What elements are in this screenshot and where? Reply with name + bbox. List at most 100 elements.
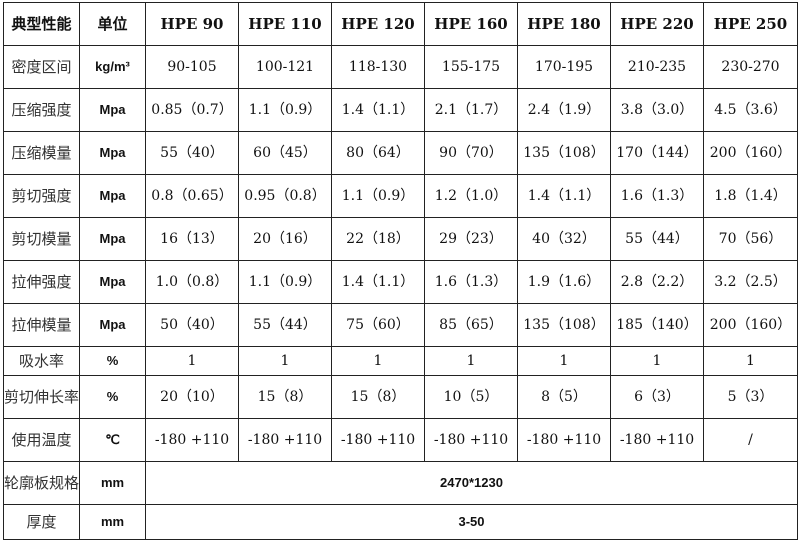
table-row: 轮廓板规格 mm 2470*1230 bbox=[3, 461, 798, 505]
value-cell: 1 bbox=[145, 346, 239, 376]
value-cell: 16（13） bbox=[145, 217, 239, 261]
header-property: 典型性能 bbox=[3, 2, 80, 46]
value-cell: 1.1（0.9） bbox=[238, 260, 332, 304]
unit-cell: ℃ bbox=[79, 418, 146, 462]
value-cell: 210-235 bbox=[610, 45, 704, 89]
unit-cell: kg/m³ bbox=[79, 45, 146, 89]
value-cell: 50（40） bbox=[145, 303, 239, 347]
value-cell: 118-130 bbox=[331, 45, 425, 89]
properties-table: 典型性能 单位 HPE 90 HPE 110 HPE 120 HPE 160 HPE 180… bbox=[3, 2, 798, 540]
table-row: 剪切伸长率% 20（10） 15（8） 15（8） 10（5） 8（5） 6（3） 5（3） bbox=[3, 375, 798, 419]
unit-cell: mm bbox=[79, 461, 146, 505]
value-cell: 2.1（1.7） bbox=[424, 88, 518, 132]
unit-cell: % bbox=[79, 346, 146, 376]
property-name: 密度区间 bbox=[3, 45, 80, 89]
value-cell: 2.8（2.2） bbox=[610, 260, 704, 304]
value-cell: 90-105 bbox=[145, 45, 239, 89]
table-row: 密度区间 kg/m³ 90-105 100-121 118-130 155-175 170-… bbox=[3, 45, 798, 89]
property-name: 压缩强度 bbox=[3, 88, 80, 132]
value-cell: -180 +110 bbox=[424, 418, 518, 462]
value-cell: 15（8） bbox=[238, 375, 332, 419]
property-name: 轮廓板规格 bbox=[3, 461, 80, 505]
table-row: 剪切模量 Mpa 16（13） 20（16） 22（18） 29（23） 40（32） 55（… bbox=[3, 217, 798, 261]
value-cell: 90（70） bbox=[424, 131, 518, 175]
property-name: 剪切模量 bbox=[3, 217, 80, 261]
property-name: 厚度 bbox=[3, 504, 80, 540]
header-model: HPE 120 bbox=[331, 2, 425, 46]
value-cell: 1 bbox=[238, 346, 332, 376]
value-cell: 55（44） bbox=[610, 217, 704, 261]
header-model: HPE 90 bbox=[145, 2, 239, 46]
header-unit: 单位 bbox=[79, 2, 146, 46]
value-cell: 22（18） bbox=[331, 217, 425, 261]
header-model: HPE 250 bbox=[703, 2, 798, 46]
table-row: 厚度 mm 3-50 bbox=[3, 504, 798, 540]
table-row: 压缩强度 Mpa 0.85（0.7） 1.1（0.9） 1.4（1.1） 2.1（1.7）… bbox=[3, 88, 798, 132]
value-cell: 1.1（0.9） bbox=[238, 88, 332, 132]
value-cell: 1 bbox=[331, 346, 425, 376]
header-model: HPE 110 bbox=[238, 2, 332, 46]
value-cell: 200（160） bbox=[703, 303, 798, 347]
value-cell: 100-121 bbox=[238, 45, 332, 89]
value-cell: 170（144） bbox=[610, 131, 704, 175]
value-cell: 230-270 bbox=[703, 45, 798, 89]
value-cell: 1.6（1.3） bbox=[424, 260, 518, 304]
value-cell: 135（108） bbox=[517, 303, 611, 347]
unit-cell: Mpa bbox=[79, 131, 146, 175]
merged-value-cell: 3-50 bbox=[145, 504, 798, 540]
value-cell: 1 bbox=[517, 346, 611, 376]
header-model: HPE 180 bbox=[517, 2, 611, 46]
value-cell: 1.0（0.8） bbox=[145, 260, 239, 304]
value-cell: 1.1（0.9） bbox=[331, 174, 425, 218]
value-cell: -180 +110 bbox=[145, 418, 239, 462]
value-cell: 8（5） bbox=[517, 375, 611, 419]
value-cell: 170-195 bbox=[517, 45, 611, 89]
unit-cell: % bbox=[79, 375, 146, 419]
unit-cell: Mpa bbox=[79, 217, 146, 261]
table-row: 使用温度 ℃ -180 +110 -180 +110 -180 +110 -180 +11… bbox=[3, 418, 798, 462]
unit-cell: Mpa bbox=[79, 303, 146, 347]
value-cell: 185（140） bbox=[610, 303, 704, 347]
value-cell: 70（56） bbox=[703, 217, 798, 261]
unit-cell: Mpa bbox=[79, 174, 146, 218]
property-name: 吸水率 bbox=[3, 346, 80, 376]
table-row: 压缩模量 Mpa 55（40） 60（45） 80（64） 90（70） 135（108） 1… bbox=[3, 131, 798, 175]
value-cell: 1.4（1.1） bbox=[517, 174, 611, 218]
value-cell: 0.85（0.7） bbox=[145, 88, 239, 132]
table-row: 吸水率% 1 1 1 1 1 1 1 bbox=[3, 346, 798, 376]
value-cell: 2.4（1.9） bbox=[517, 88, 611, 132]
value-cell: 55（44） bbox=[238, 303, 332, 347]
value-cell: 10（5） bbox=[424, 375, 518, 419]
value-cell: 4.5（3.6） bbox=[703, 88, 798, 132]
value-cell: 0.95（0.8） bbox=[238, 174, 332, 218]
value-cell: 20（10） bbox=[145, 375, 239, 419]
header-row: 典型性能 单位 HPE 90 HPE 110 HPE 120 HPE 160 HPE 180… bbox=[3, 2, 798, 46]
value-cell: 135（108） bbox=[517, 131, 611, 175]
table-row: 剪切强度 Mpa 0.8（0.65） 0.95（0.8） 1.1（0.9） 1.2（1.0… bbox=[3, 174, 798, 218]
value-cell: 1.8（1.4） bbox=[703, 174, 798, 218]
value-cell: 1 bbox=[703, 346, 798, 376]
value-cell: 200（160） bbox=[703, 131, 798, 175]
value-cell: 80（64） bbox=[331, 131, 425, 175]
property-name: 拉伸模量 bbox=[3, 303, 80, 347]
value-cell: 5（3） bbox=[703, 375, 798, 419]
merged-value-cell: 2470*1230 bbox=[145, 461, 798, 505]
value-cell: 1 bbox=[424, 346, 518, 376]
value-cell: -180 +110 bbox=[610, 418, 704, 462]
table-row: 拉伸模量 Mpa 50（40） 55（44） 75（60） 85（65） 135（108） 1… bbox=[3, 303, 798, 347]
value-cell: 1.4（1.1） bbox=[331, 88, 425, 132]
property-name: 剪切伸长率 bbox=[3, 375, 80, 419]
value-cell: 3.2（2.5） bbox=[703, 260, 798, 304]
property-name: 拉伸强度 bbox=[3, 260, 80, 304]
value-cell: 15（8） bbox=[331, 375, 425, 419]
value-cell: 6（3） bbox=[610, 375, 704, 419]
value-cell: -180 +110 bbox=[238, 418, 332, 462]
property-name: 剪切强度 bbox=[3, 174, 80, 218]
value-cell: 155-175 bbox=[424, 45, 518, 89]
value-cell: 1.2（1.0） bbox=[424, 174, 518, 218]
unit-cell: mm bbox=[79, 504, 146, 540]
value-cell: 1.4（1.1） bbox=[331, 260, 425, 304]
unit-cell: Mpa bbox=[79, 88, 146, 132]
value-cell: 60（45） bbox=[238, 131, 332, 175]
property-name: 压缩模量 bbox=[3, 131, 80, 175]
